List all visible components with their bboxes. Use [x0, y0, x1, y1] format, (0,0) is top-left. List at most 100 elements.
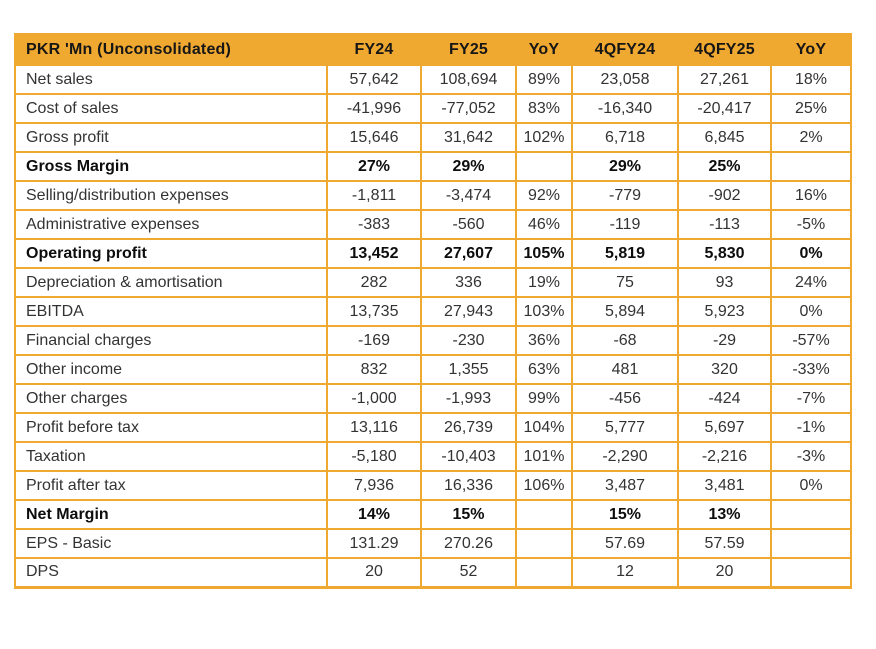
value-cell: 5,819 [571, 238, 679, 269]
value-cell: 2% [770, 122, 852, 153]
value-cell: 36% [515, 325, 573, 356]
value-cell: -41,996 [326, 93, 422, 124]
table-row: EBITDA 13,735 27,943 103% 5,894 5,923 0% [14, 296, 852, 327]
value-cell: -29 [677, 325, 772, 356]
value-cell: 101% [515, 441, 573, 472]
table-row: DPS 20 52 12 20 [14, 557, 852, 588]
header-cell-4qfy25: 4QFY25 [677, 33, 772, 66]
value-cell: 5,777 [571, 412, 679, 443]
value-cell: 102% [515, 122, 573, 153]
value-cell: 832 [326, 354, 422, 385]
row-label: Gross profit [14, 122, 328, 153]
value-cell: 104% [515, 412, 573, 443]
value-cell: 92% [515, 180, 573, 211]
value-cell [770, 151, 852, 182]
value-cell: 3,481 [677, 470, 772, 501]
value-cell: 0% [770, 296, 852, 327]
row-label: DPS [14, 557, 328, 588]
value-cell [770, 528, 852, 559]
value-cell: -119 [571, 209, 679, 240]
header-cell-fy25: FY25 [420, 33, 517, 66]
value-cell: 18% [770, 64, 852, 95]
table-row: EPS - Basic 131.29 270.26 57.69 57.59 [14, 528, 852, 559]
value-cell: 5,697 [677, 412, 772, 443]
row-label: EBITDA [14, 296, 328, 327]
value-cell: 13,452 [326, 238, 422, 269]
value-cell: 5,830 [677, 238, 772, 269]
row-label: Net sales [14, 64, 328, 95]
value-cell: 83% [515, 93, 573, 124]
value-cell: 15% [420, 499, 517, 530]
value-cell: -7% [770, 383, 852, 414]
row-label: Cost of sales [14, 93, 328, 124]
value-cell: 15% [571, 499, 679, 530]
value-cell [770, 499, 852, 530]
value-cell: 29% [571, 151, 679, 182]
value-cell: 57,642 [326, 64, 422, 95]
value-cell: 24% [770, 267, 852, 298]
value-cell: -3% [770, 441, 852, 472]
value-cell: -456 [571, 383, 679, 414]
value-cell: 20 [326, 557, 422, 588]
value-cell: 5,894 [571, 296, 679, 327]
financial-results-table: PKR 'Mn (Unconsolidated) FY24 FY25 YoY 4… [14, 33, 852, 589]
table-row: Administrative expenses -383 -560 46% -119 -1… [14, 209, 852, 240]
value-cell: 320 [677, 354, 772, 385]
value-cell: 25% [770, 93, 852, 124]
value-cell: 13,735 [326, 296, 422, 327]
value-cell: -3,474 [420, 180, 517, 211]
value-cell: 75 [571, 267, 679, 298]
table-row: Gross profit 15,646 31,642 102% 6,718 6,845 2% [14, 122, 852, 153]
value-cell: 99% [515, 383, 573, 414]
table-row: Cost of sales -41,996 -77,052 83% -16,340 -20… [14, 93, 852, 124]
value-cell: 16,336 [420, 470, 517, 501]
value-cell [770, 557, 852, 588]
table-row: Operating profit 13,452 27,607 105% 5,819 5,8… [14, 238, 852, 269]
value-cell: 27,607 [420, 238, 517, 269]
value-cell: -560 [420, 209, 517, 240]
value-cell: 481 [571, 354, 679, 385]
value-cell: 12 [571, 557, 679, 588]
row-label: Other charges [14, 383, 328, 414]
value-cell: 131.29 [326, 528, 422, 559]
value-cell: 29% [420, 151, 517, 182]
value-cell: 93 [677, 267, 772, 298]
value-cell: 20 [677, 557, 772, 588]
value-cell [515, 499, 573, 530]
table-row: Taxation -5,180 -10,403 101% -2,290 -2,216 -3% [14, 441, 852, 472]
value-cell: -33% [770, 354, 852, 385]
row-label: Net Margin [14, 499, 328, 530]
value-cell: 27,943 [420, 296, 517, 327]
value-cell: 26,739 [420, 412, 517, 443]
table-row: Financial charges -169 -230 36% -68 -29 -57% [14, 325, 852, 356]
value-cell: -20,417 [677, 93, 772, 124]
value-cell: 105% [515, 238, 573, 269]
row-label: Financial charges [14, 325, 328, 356]
value-cell: 0% [770, 238, 852, 269]
value-cell: -68 [571, 325, 679, 356]
header-row: PKR 'Mn (Unconsolidated) FY24 FY25 YoY 4… [14, 33, 852, 66]
value-cell: -779 [571, 180, 679, 211]
value-cell: 282 [326, 267, 422, 298]
value-cell: -77,052 [420, 93, 517, 124]
header-cell-4qfy24: 4QFY24 [571, 33, 679, 66]
value-cell: -113 [677, 209, 772, 240]
table-row: Profit before tax 13,116 26,739 104% 5,777 5,… [14, 412, 852, 443]
value-cell: 25% [677, 151, 772, 182]
header-cell-yoy: YoY [515, 33, 573, 66]
row-label: Taxation [14, 441, 328, 472]
value-cell: 46% [515, 209, 573, 240]
value-cell: 0% [770, 470, 852, 501]
header-cell-yoy-q: YoY [770, 33, 852, 66]
value-cell: -5% [770, 209, 852, 240]
value-cell: -10,403 [420, 441, 517, 472]
value-cell: 19% [515, 267, 573, 298]
value-cell: 31,642 [420, 122, 517, 153]
value-cell: 108,694 [420, 64, 517, 95]
header-cell-metric: PKR 'Mn (Unconsolidated) [14, 33, 328, 66]
value-cell: 336 [420, 267, 517, 298]
table-row: Net Margin 14% 15% 15% 13% [14, 499, 852, 530]
value-cell: -16,340 [571, 93, 679, 124]
value-cell: -57% [770, 325, 852, 356]
value-cell: 63% [515, 354, 573, 385]
